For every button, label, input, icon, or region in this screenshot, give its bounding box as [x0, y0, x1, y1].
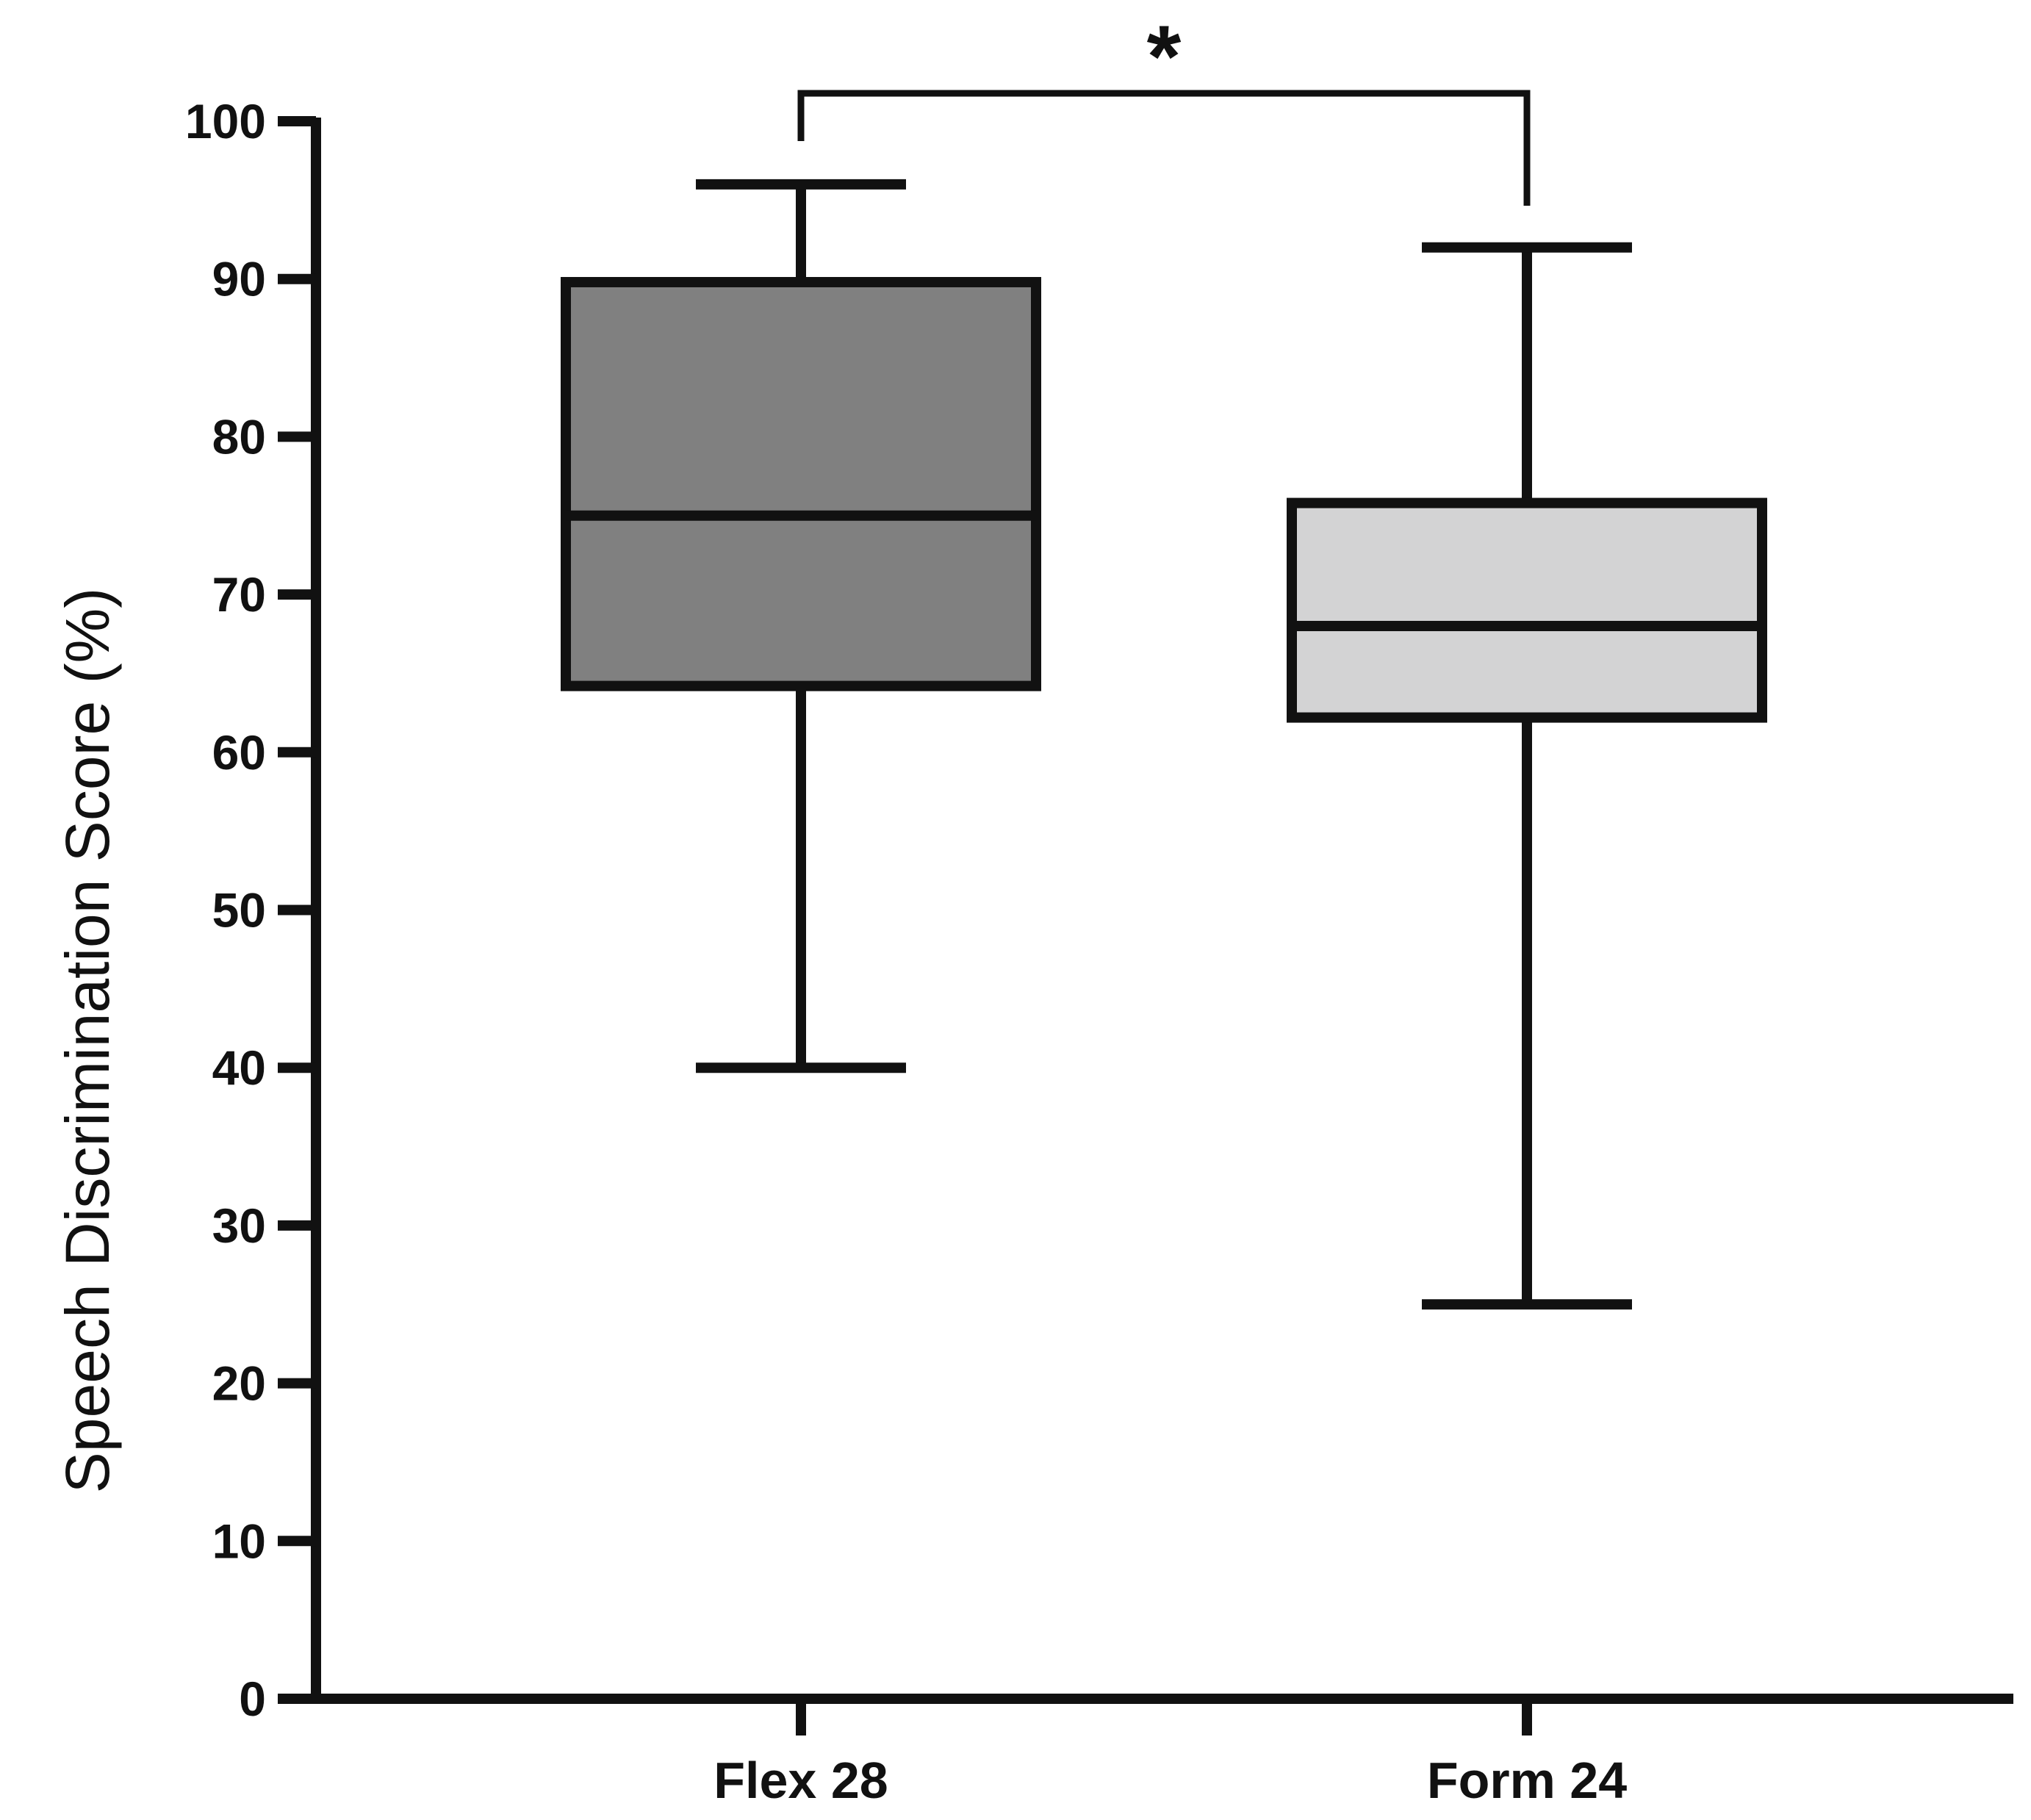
- y-tick-label: 60: [212, 725, 266, 780]
- y-tick-label: 70: [212, 567, 266, 622]
- significance-marker: *: [1147, 7, 1182, 106]
- y-tick-label: 50: [212, 883, 266, 938]
- y-tick-label: 90: [212, 252, 266, 306]
- y-tick-label: 30: [212, 1198, 266, 1253]
- x-tick-label: Form 24: [1427, 1752, 1627, 1809]
- y-tick-label: 20: [212, 1356, 266, 1411]
- y-tick-label: 40: [212, 1040, 266, 1095]
- chart-marks: 0 10 20 30 40 50 60 70 80 90 100 Flex 28 Form 24 *: [185, 7, 2013, 1809]
- y-tick-label: 80: [212, 409, 266, 464]
- box-flex-28: [561, 276, 1041, 691]
- y-axis-label-group: Speech Discrimination Score (%): [53, 588, 122, 1493]
- y-axis-label: Speech Discrimination Score (%): [53, 588, 122, 1493]
- y-tick-label: 100: [185, 94, 266, 148]
- x-tick-label: Flex 28: [713, 1752, 888, 1809]
- significance-bracket: [797, 90, 1531, 206]
- box-form-24: [1287, 497, 1767, 723]
- y-tick-label: 10: [212, 1514, 266, 1568]
- y-tick-label: 0: [239, 1672, 266, 1726]
